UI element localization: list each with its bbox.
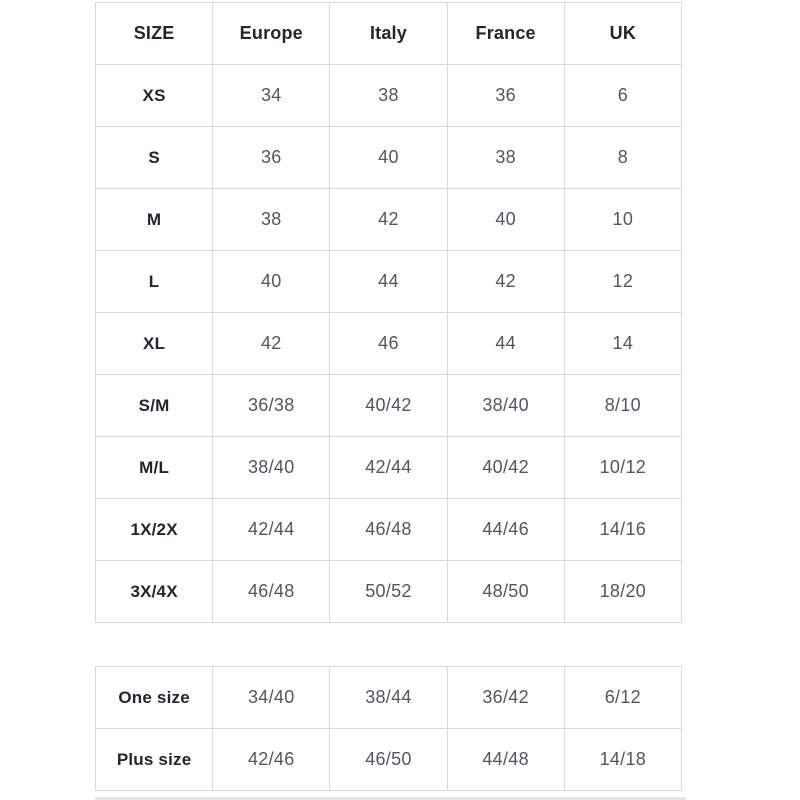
- value-cell: 46/48: [329, 498, 448, 561]
- table-header-row: SIZE Europe Italy France UK: [94, 2, 682, 65]
- value-cell: 34: [212, 64, 331, 127]
- value-cell: 50/52: [329, 560, 448, 623]
- value-cell: 40: [446, 188, 565, 251]
- value-cell: 14/18: [563, 728, 682, 791]
- value-cell: 42: [212, 312, 331, 375]
- value-cell: 48/50: [446, 560, 565, 623]
- page-bottom-divider: [95, 797, 686, 800]
- size-label-cell: XS: [94, 64, 214, 127]
- value-cell: 44/46: [446, 498, 565, 561]
- value-cell: 36/38: [212, 374, 331, 437]
- size-label-cell: XL: [94, 312, 214, 375]
- header-cell-size: SIZE: [94, 2, 214, 65]
- table-row-one-size: One size 34/40 38/44 36/42 6/12: [94, 666, 682, 729]
- size-label-cell: M: [94, 188, 214, 251]
- value-cell: 38: [212, 188, 331, 251]
- value-cell: 38/40: [446, 374, 565, 437]
- value-cell: 34/40: [212, 666, 331, 729]
- value-cell: 18/20: [563, 560, 682, 623]
- table-row-3x-4x: 3X/4X 46/48 50/52 48/50 18/20: [94, 560, 682, 623]
- value-cell: 14: [563, 312, 682, 375]
- size-label-cell: 3X/4X: [94, 560, 214, 623]
- value-cell: 46/50: [329, 728, 448, 791]
- size-label-cell: L: [94, 250, 214, 313]
- value-cell: 40/42: [329, 374, 448, 437]
- value-cell: 42: [329, 188, 448, 251]
- value-cell: 40: [212, 250, 331, 313]
- value-cell: 14/16: [563, 498, 682, 561]
- value-cell: 8/10: [563, 374, 682, 437]
- table-row-xs: XS 34 38 36 6: [94, 64, 682, 127]
- table-row-plus-size: Plus size 42/46 46/50 44/48 14/18: [94, 728, 682, 791]
- header-cell-italy: Italy: [329, 2, 448, 65]
- value-cell: 10: [563, 188, 682, 251]
- value-cell: 6/12: [563, 666, 682, 729]
- value-cell: 40: [329, 126, 448, 189]
- value-cell: 46/48: [212, 560, 331, 623]
- table-row-xl: XL 42 46 44 14: [94, 312, 682, 375]
- value-cell: 36/42: [446, 666, 565, 729]
- value-cell: 44/48: [446, 728, 565, 791]
- table-row-s-m: S/M 36/38 40/42 38/40 8/10: [94, 374, 682, 437]
- size-label-cell: Plus size: [94, 728, 214, 791]
- table-row-s: S 36 40 38 8: [94, 126, 682, 189]
- table-row-l: L 40 44 42 12: [94, 250, 682, 313]
- value-cell: 44: [446, 312, 565, 375]
- value-cell: 36: [446, 64, 565, 127]
- size-conversion-table: SIZE Europe Italy France UK XS 34 38 36 …: [94, 2, 682, 623]
- value-cell: 38/44: [329, 666, 448, 729]
- value-cell: 44: [329, 250, 448, 313]
- header-cell-uk: UK: [563, 2, 682, 65]
- table-row-m-l: M/L 38/40 42/44 40/42 10/12: [94, 436, 682, 499]
- value-cell: 8: [563, 126, 682, 189]
- size-label-cell: M/L: [94, 436, 214, 499]
- value-cell: 42: [446, 250, 565, 313]
- table-row-1x-2x: 1X/2X 42/44 46/48 44/46 14/16: [94, 498, 682, 561]
- value-cell: 38: [446, 126, 565, 189]
- header-cell-europe: Europe: [212, 2, 331, 65]
- value-cell: 46: [329, 312, 448, 375]
- value-cell: 42/44: [212, 498, 331, 561]
- value-cell: 40/42: [446, 436, 565, 499]
- header-cell-france: France: [446, 2, 565, 65]
- value-cell: 10/12: [563, 436, 682, 499]
- size-label-cell: S/M: [94, 374, 214, 437]
- table-row-m: M 38 42 40 10: [94, 188, 682, 251]
- value-cell: 6: [563, 64, 682, 127]
- value-cell: 42/46: [212, 728, 331, 791]
- value-cell: 42/44: [329, 436, 448, 499]
- value-cell: 12: [563, 250, 682, 313]
- size-label-cell: S: [94, 126, 214, 189]
- size-label-cell: 1X/2X: [94, 498, 214, 561]
- special-sizes-table: One size 34/40 38/44 36/42 6/12 Plus siz…: [94, 666, 682, 791]
- value-cell: 38: [329, 64, 448, 127]
- size-label-cell: One size: [94, 666, 214, 729]
- value-cell: 38/40: [212, 436, 331, 499]
- value-cell: 36: [212, 126, 331, 189]
